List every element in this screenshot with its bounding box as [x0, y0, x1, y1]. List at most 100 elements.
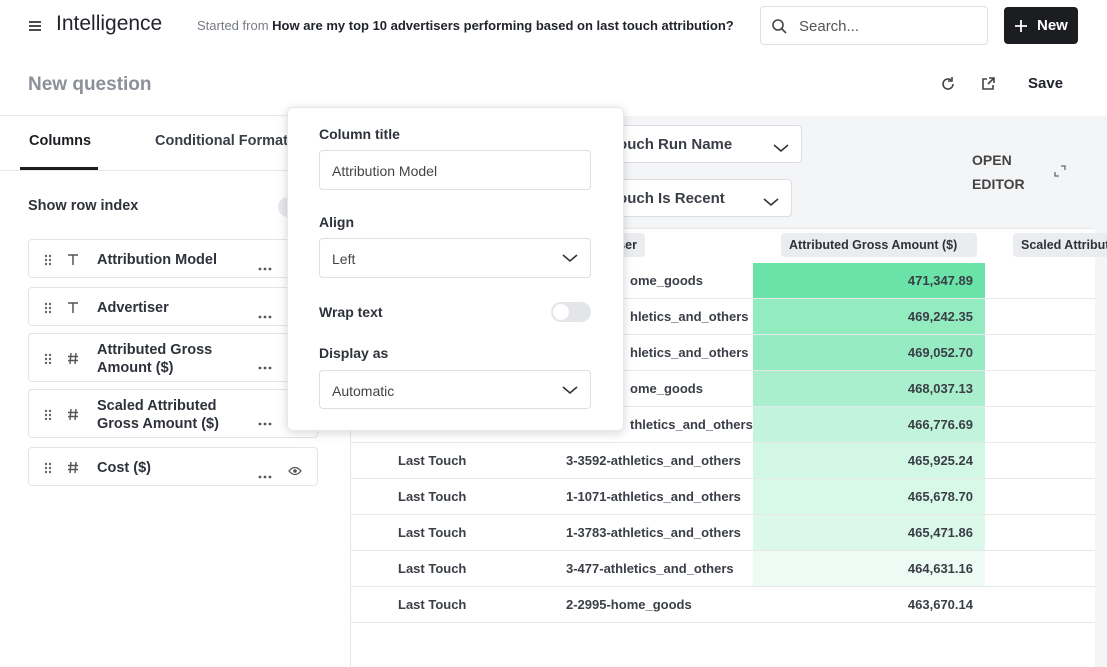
- started-from-label: Started from: [197, 18, 269, 33]
- wrap-text-toggle[interactable]: [551, 302, 591, 322]
- column-title-input[interactable]: Attribution Model: [319, 150, 591, 190]
- column-name: Attribution Model: [97, 252, 218, 268]
- chevron: [773, 144, 789, 153]
- table-row: Last Touch 1-3783-athletics_and_others 465…: [350, 515, 1095, 551]
- column-header[interactable]: Scaled Attributed Gross Amount ($): [1013, 233, 1107, 257]
- header-label: Attributed Gross Amount ($): [789, 238, 958, 252]
- tab-conditional[interactable]: Conditional Formatting: [155, 133, 315, 149]
- number-type-icon: [68, 352, 78, 364]
- table-row: Last Touch 3-3592-athletics_and_others 465…: [350, 443, 1095, 479]
- more-icon-wrap: [258, 413, 272, 431]
- more-icon: [258, 315, 272, 318]
- advertiser-cell: hletics_and_others: [630, 345, 749, 360]
- toggle-knob: [553, 304, 569, 320]
- column-name: Cost ($): [97, 460, 151, 476]
- plus-icon: [1015, 20, 1027, 32]
- number-type-icon: [68, 461, 78, 473]
- display-as-select[interactable]: Automatic: [319, 370, 591, 409]
- drag-handle-wrap: [44, 352, 52, 370]
- started-from-question[interactable]: How are my top 10 advertisers performing…: [272, 18, 734, 33]
- text-type-icon-wrap: [67, 253, 79, 271]
- header-label: Scaled Attributed Gross Amount ($): [1021, 238, 1107, 252]
- amount-text: 463,670.14: [907, 597, 973, 612]
- drag-handle: [44, 254, 52, 265]
- app-title: Intelligence: [56, 12, 163, 35]
- started-from: Started from How are my top 10 advertise…: [197, 18, 734, 33]
- model-cell: Last Touch: [398, 597, 467, 612]
- amount-cell: [753, 515, 985, 550]
- drag-handle-wrap: [44, 461, 52, 479]
- more-icon: [258, 267, 272, 270]
- more-icon-wrap: [258, 258, 272, 276]
- search-box[interactable]: Search...: [760, 6, 988, 45]
- model-cell: Last Touch: [398, 525, 467, 540]
- visibility-icon-wrap: [288, 463, 302, 481]
- more-icon: [258, 475, 272, 478]
- more-icon: [258, 366, 272, 369]
- column-header[interactable]: Attributed Gross Amount ($): [781, 233, 977, 257]
- more-icon-wrap: [258, 466, 272, 484]
- number-type-icon: [68, 408, 78, 420]
- display-as-label: Display as: [319, 345, 389, 361]
- drag-handle-wrap: [44, 301, 52, 319]
- refresh-icon[interactable]: [940, 76, 956, 92]
- number-type-icon-wrap: [67, 408, 79, 426]
- advertiser-cell: ome_goods: [630, 381, 703, 396]
- new-label: New: [1037, 17, 1068, 34]
- amount-text: 469,052.70: [907, 345, 973, 360]
- expand-icon[interactable]: [1054, 165, 1066, 177]
- more-icon: [258, 422, 272, 425]
- save-button[interactable]: Save: [1028, 75, 1064, 92]
- column-item[interactable]: Advertiser: [28, 287, 318, 326]
- menu-icon[interactable]: [27, 18, 43, 34]
- column-item[interactable]: Attribution Model: [28, 239, 318, 278]
- chevron: [562, 386, 578, 395]
- advertiser-cell: 1-3783-athletics_and_others: [566, 525, 741, 540]
- tab-columns[interactable]: Columns: [29, 133, 92, 149]
- amount-cell: [753, 335, 985, 370]
- table-row: ome_goods 468,037.13: [350, 371, 1095, 407]
- column-item[interactable]: Cost ($): [28, 447, 318, 486]
- chevron-wrap: [773, 140, 789, 158]
- table-row: Last Touch 2-2995-home_goods 463,670.14: [350, 587, 1095, 623]
- table-row: thletics_and_others 466,776.69: [350, 407, 1095, 443]
- table-row: ome_goods 471,347.89: [350, 263, 1095, 299]
- align-select[interactable]: Left: [319, 238, 591, 278]
- amount-text: 465,471.86: [907, 525, 973, 540]
- open-external-icon[interactable]: [980, 76, 996, 92]
- new-button[interactable]: New: [1004, 7, 1078, 44]
- amount-text: 469,242.35: [907, 309, 973, 324]
- number-type-icon-wrap: [67, 352, 79, 370]
- visibility-icon: [288, 466, 302, 475]
- open-editor[interactable]: OPEN EDITOR: [972, 152, 1025, 192]
- more-icon-wrap: [258, 306, 272, 324]
- search-icon: [772, 19, 787, 34]
- drag-handle: [44, 302, 52, 313]
- drag-handle-wrap: [44, 408, 52, 426]
- drag-handle: [44, 353, 52, 364]
- table-row: hletics_and_others 469,052.70: [350, 335, 1095, 371]
- advertiser-cell: ome_goods: [630, 273, 703, 288]
- amount-cell: [753, 479, 985, 514]
- align-label: Align: [319, 214, 354, 230]
- amount-cell: [753, 263, 985, 298]
- question-title[interactable]: New question: [28, 74, 152, 95]
- show-row-index: Show row index: [28, 198, 139, 214]
- amount-cell: [753, 299, 985, 334]
- chevron: [763, 198, 779, 207]
- model-cell: Last Touch: [398, 453, 467, 468]
- chevron: [562, 254, 578, 263]
- column-item[interactable]: Scaled Attributed Gross Amount ($): [28, 389, 318, 438]
- tab-divider: [0, 170, 350, 171]
- amount-text: 471,347.89: [907, 273, 973, 288]
- column-title-label: Column title: [319, 126, 400, 142]
- amount-cell: [753, 407, 985, 442]
- column-item[interactable]: Attributed Gross Amount ($): [28, 333, 318, 382]
- amount-cell: [753, 551, 985, 586]
- column-name: Scaled Attributed Gross Amount ($): [97, 398, 219, 432]
- advertiser-cell: thletics_and_others: [630, 417, 753, 432]
- model-cell: Last Touch: [398, 561, 467, 576]
- model-cell: Last Touch: [398, 489, 467, 504]
- text-type-icon-wrap: [67, 301, 79, 319]
